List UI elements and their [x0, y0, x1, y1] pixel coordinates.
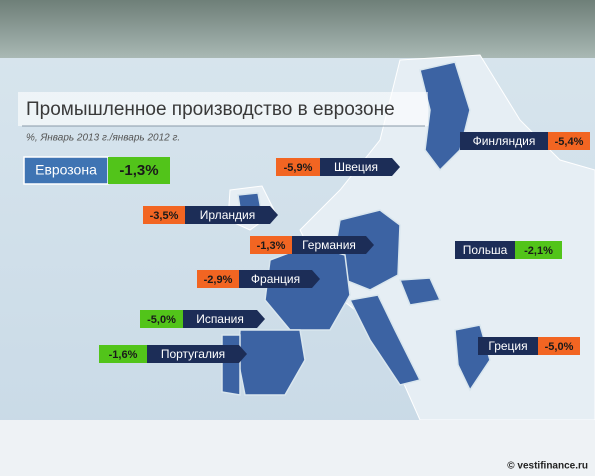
callout-pointer [312, 270, 320, 288]
top-band [0, 0, 595, 58]
country-value-box [143, 206, 185, 224]
country-name-box [320, 158, 392, 176]
country-name-box [455, 241, 515, 259]
callout-pointer [366, 236, 374, 254]
source: © vestifinance.ru [507, 461, 588, 472]
callout-pointer [392, 158, 400, 176]
country-value-box [140, 310, 183, 328]
country-name-box [147, 345, 239, 363]
summary-value-box [108, 157, 170, 184]
title: Промышленное производство в еврозоне [26, 99, 395, 120]
country-name: Швеция [334, 160, 378, 174]
country-value-box [99, 345, 147, 363]
callout-pointer [257, 310, 265, 328]
country-name: Франция [251, 272, 300, 286]
country-value-box [197, 270, 239, 288]
country-value-box [250, 236, 292, 254]
country-value-box [515, 241, 562, 259]
summary-name: Еврозона [35, 162, 97, 178]
country-value-box [538, 337, 580, 355]
title-banner [18, 92, 428, 126]
country-value: -5,9% [284, 162, 313, 174]
country-name: Испания [196, 312, 244, 326]
summary-value: -1,3% [119, 162, 158, 179]
country-name-box [292, 236, 366, 254]
country-value-box [276, 158, 320, 176]
country-value: -1,6% [109, 349, 138, 361]
summary-name-box [23, 156, 109, 185]
country-name: Германия [302, 238, 356, 252]
callout-pointer [239, 345, 247, 363]
country-name: Польша [463, 243, 508, 257]
country-value: -2,1% [524, 245, 553, 257]
country-name-box [478, 337, 538, 355]
country-name-box [239, 270, 312, 288]
country-value: -1,3% [257, 240, 286, 252]
country-name: Греция [488, 339, 527, 353]
country-name-box [460, 132, 548, 150]
subtitle: %, Январь 2013 г./январь 2012 г. [26, 133, 180, 144]
country-value: -5,0% [545, 341, 574, 353]
country-value: -5,0% [147, 314, 176, 326]
callout-pointer [270, 206, 278, 224]
bottom-band [0, 420, 595, 476]
country-name: Ирландия [200, 208, 255, 222]
country-name-box [183, 310, 257, 328]
country-name-box [185, 206, 270, 224]
country-value: -3,5% [150, 210, 179, 222]
country-value: -5,4% [555, 136, 584, 148]
country-value-box [548, 132, 590, 150]
country-name: Португалия [161, 347, 225, 361]
country-name: Финляндия [473, 134, 536, 148]
country-value: -2,9% [204, 274, 233, 286]
